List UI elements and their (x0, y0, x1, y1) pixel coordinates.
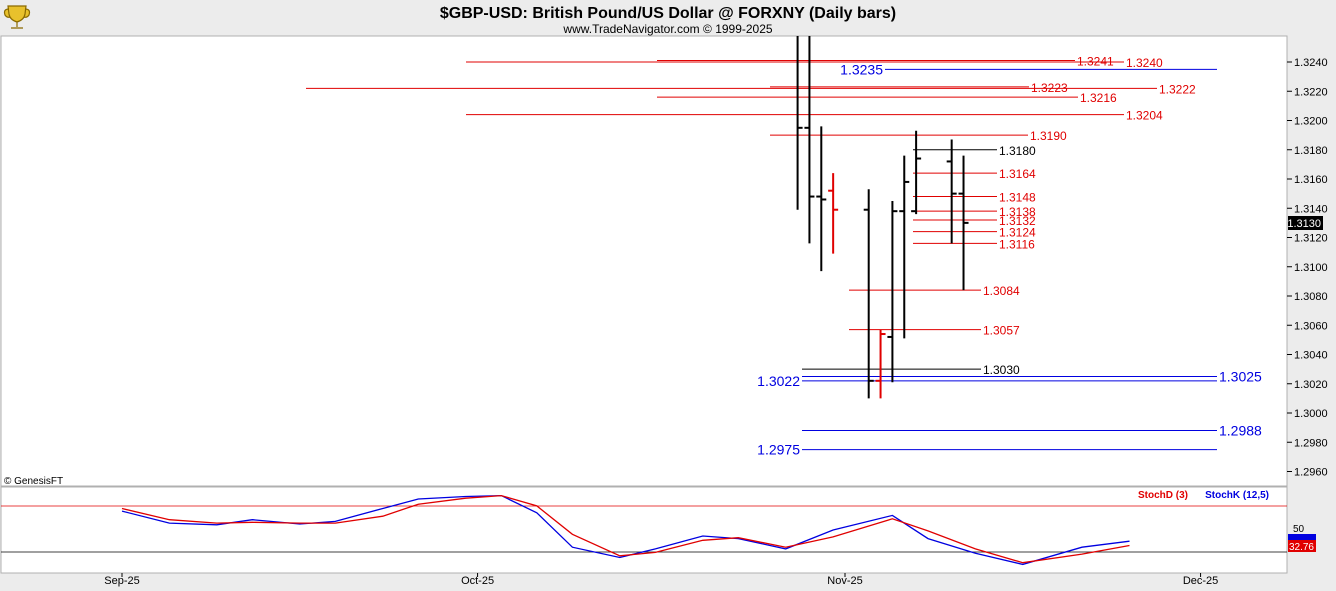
y-tick-label: 1.3160 (1294, 174, 1328, 186)
y-tick-label: 1.3080 (1294, 291, 1328, 303)
level-label: 1.3057 (983, 324, 1020, 338)
level-label: 1.3025 (1219, 368, 1262, 384)
x-tick-label: Nov-25 (827, 575, 862, 587)
level-label: 1.3216 (1080, 91, 1117, 105)
y-tick-label: 1.3040 (1294, 350, 1328, 362)
y-tick-label: 1.3240 (1294, 57, 1328, 69)
level-label: 1.3030 (983, 363, 1020, 377)
stoch-value-tags: 32.76 (1288, 534, 1316, 553)
level-label: 1.3164 (999, 167, 1036, 181)
y-tick-label: 1.3060 (1294, 320, 1328, 332)
last-price-label: 1.3130 (1287, 218, 1321, 230)
stochastic-lines (1, 494, 1287, 566)
logo (3, 5, 31, 29)
x-tick-label: Oct-25 (461, 575, 494, 587)
y-tick-label: 1.3100 (1294, 262, 1328, 274)
level-label: 1.3022 (757, 373, 800, 389)
legend-stochk: StochK (12,5) (1205, 490, 1269, 501)
stoch-panel (0, 486, 1288, 574)
x-axis: Sep-25 Oct-25 Nov-25 Dec-25 (104, 573, 1218, 587)
level-label: 1.2988 (1219, 423, 1262, 439)
level-label: 1.3148 (999, 191, 1036, 205)
level-label: 1.3240 (1126, 56, 1163, 70)
level-label: 1.3222 (1159, 82, 1196, 96)
y-tick-label: 1.3200 (1294, 116, 1328, 128)
level-label: 1.3235 (840, 61, 883, 77)
chart-subtitle: www.TradeNavigator.com © 1999-2025 (562, 22, 772, 36)
price-panel (0, 35, 1288, 487)
price-y-axis: 1.3240 1.3220 1.3200 1.3180 1.3160 1.3140 1.31… (1287, 57, 1328, 479)
level-label: 1.3132 (999, 214, 1036, 228)
level-label: 1.3180 (999, 144, 1036, 158)
y-tick-label: 1.3140 (1294, 203, 1328, 215)
level-label: 1.3190 (1030, 129, 1067, 143)
watermark: © GenesisFT (4, 476, 63, 487)
y-tick-label: 1.2980 (1294, 437, 1328, 449)
level-label: 1.3084 (983, 284, 1020, 298)
x-tick-label: Sep-25 (104, 575, 139, 587)
level-label: 1.3204 (1126, 109, 1163, 123)
stoch-last-value: 32.76 (1289, 542, 1314, 553)
y-tick-label: 1.3220 (1294, 86, 1328, 98)
y-tick-label: 1.3020 (1294, 379, 1328, 391)
y-tick-label: 1.2960 (1294, 467, 1328, 479)
x-tick-label: Dec-25 (1183, 575, 1218, 587)
level-label: 1.3124 (999, 226, 1036, 240)
level-label: 1.3138 (999, 205, 1036, 219)
price-bars (796, 36, 969, 399)
last-price-tag: 1.3130 (1287, 216, 1323, 230)
stochd-line (121, 494, 1130, 564)
level-label: 1.2975 (757, 442, 800, 458)
level-label: 1.3116 (999, 237, 1035, 251)
chart-title: $GBP-USD: British Pound/US Dollar @ FORX… (440, 5, 896, 22)
legend-stochd: StochD (3) (1138, 490, 1188, 501)
y-tick-label: 1.3180 (1294, 145, 1328, 157)
y-tick-label: 1.3120 (1294, 233, 1328, 245)
trophy-icon (3, 5, 31, 29)
y-tick-label: 1.3000 (1294, 408, 1328, 420)
stoch-tick-50: 50 (1293, 524, 1305, 535)
